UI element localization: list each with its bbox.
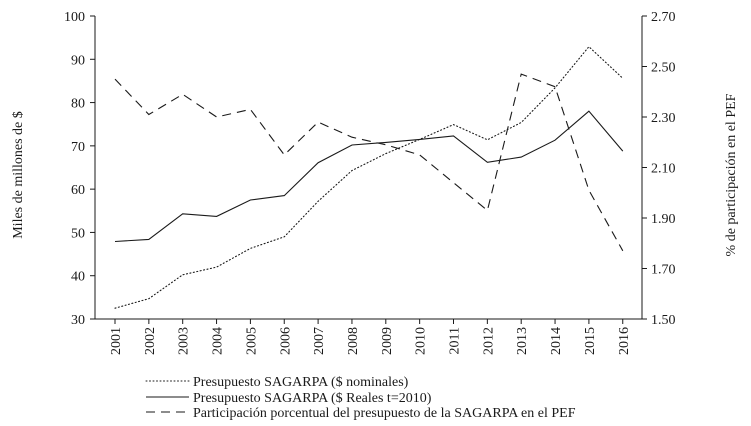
chart-series — [114, 45, 624, 309]
legend-label-real: Presupuesto SAGARPA ($ Reales t=2010) — [193, 391, 432, 406]
legend-label-nominal: Presupuesto SAGARPA ($ nominales) — [193, 375, 409, 390]
series-line-nominal — [114, 45, 624, 309]
right-tick-label: 2.10 — [651, 162, 676, 177]
left-tick-label: 30 — [71, 313, 85, 328]
series-line-real — [114, 110, 624, 243]
left-tick-label: 90 — [71, 53, 85, 68]
x-tick-label: 2014 — [549, 327, 564, 355]
right-tick-label: 1.50 — [651, 313, 676, 328]
right-tick-label: 2.70 — [651, 10, 676, 25]
x-tick-label: 2003 — [177, 327, 192, 355]
chart-axes: 30 40 50 60 70 80 90 100 1.50 1.70 1.90 2.10 2.30 2.5… — [64, 10, 676, 355]
left-tick-label: 70 — [71, 140, 85, 155]
x-tick-label: 2008 — [346, 327, 361, 355]
right-tick-label: 2.50 — [651, 61, 676, 76]
chart-legend: Presupuesto SAGARPA ($ nominales) Presup… — [145, 375, 576, 421]
series-line-share — [114, 73, 624, 252]
x-tick-label: 2006 — [278, 327, 293, 355]
right-tick-label: 1.90 — [651, 212, 676, 227]
left-tick-label: 50 — [71, 226, 85, 241]
legend-label-share: Participación porcentual del presupuesto… — [193, 406, 576, 421]
left-axis-title: Miles de millones de $ — [11, 111, 26, 239]
x-tick-label: 2016 — [617, 327, 632, 355]
right-tick-label: 2.30 — [651, 111, 676, 126]
right-tick-label: 1.70 — [651, 263, 676, 278]
x-tick-label: 2004 — [211, 327, 226, 355]
x-tick-label: 2001 — [109, 327, 124, 355]
left-tick-label: 60 — [71, 183, 85, 198]
x-tick-label: 2011 — [448, 327, 463, 354]
left-tick-label: 40 — [71, 270, 85, 285]
x-tick-label: 2010 — [414, 327, 429, 355]
left-tick-label: 100 — [64, 10, 85, 25]
x-tick-label: 2013 — [515, 327, 530, 355]
x-tick-label: 2002 — [143, 327, 158, 355]
x-tick-label: 2015 — [583, 327, 598, 355]
x-tick-label: 2007 — [312, 327, 327, 355]
x-tick-label: 2005 — [244, 327, 259, 355]
x-tick-label: 2009 — [380, 327, 395, 355]
x-tick-label: 2012 — [481, 327, 496, 355]
left-tick-label: 80 — [71, 97, 85, 112]
right-axis-title: % de participación en el PEF — [724, 93, 739, 256]
